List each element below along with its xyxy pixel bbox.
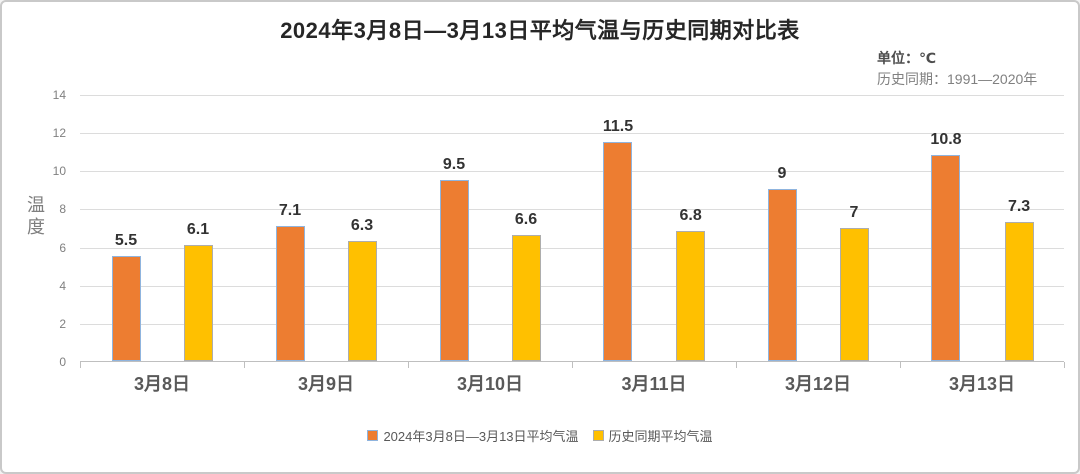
bar-current-temp <box>275 225 305 361</box>
plot-area: 5.5 6.1 7.1 6.3 9.5 6.6 11.5 6.8 9 7 10.8 7.3 <box>80 95 1064 362</box>
y-tick-label: 2 <box>59 316 66 331</box>
y-axis-title: 温度 <box>25 195 45 239</box>
bar-historical-temp <box>839 227 869 361</box>
bar-cell: 6.1 <box>183 220 213 361</box>
x-category-label: 3月13日 <box>948 374 1016 394</box>
x-tickmark <box>572 362 573 368</box>
bar-group: 9.5 6.6 <box>408 95 572 361</box>
y-tick-label: 6 <box>59 240 66 255</box>
bar-current-temp <box>111 256 141 361</box>
y-tick-label: 0 <box>59 355 66 369</box>
x-axis-tickmarks <box>80 362 1065 368</box>
legend: 2024年3月8日—3月13日平均气温 历史同期平均气温 <box>2 426 1078 445</box>
bar-group: 7.1 6.3 <box>244 95 408 361</box>
x-category-label: 3月9日 <box>297 374 355 394</box>
chart-title: 2024年3月8日—3月13日平均气温与历史同期对比表 <box>280 18 800 43</box>
gridline <box>80 285 1064 287</box>
y-tick-label: 10 <box>52 164 66 179</box>
x-tickmark <box>736 362 737 368</box>
bar-value-label: 5.5 <box>114 232 138 250</box>
bar-historical-temp <box>183 244 213 361</box>
x-category-label: 3月8日 <box>133 374 191 394</box>
bar-cell: 6.6 <box>511 211 541 361</box>
bar-cell: 9 <box>767 165 797 361</box>
y-tick-label: 4 <box>59 278 66 293</box>
bar-value-label: 7 <box>849 203 859 221</box>
legend-swatch-icon <box>592 430 604 441</box>
gridline <box>80 247 1064 249</box>
bar-cell: 6.8 <box>676 207 706 361</box>
bar-cell: 7 <box>839 203 869 361</box>
bar-historical-temp <box>347 240 377 361</box>
bar-value-label: 6.8 <box>679 207 702 225</box>
gridline <box>80 209 1064 211</box>
x-tickmark <box>1064 362 1065 368</box>
bar-value-label: 9 <box>777 165 787 183</box>
bar-historical-temp <box>676 231 706 361</box>
x-tickmark <box>244 362 245 368</box>
legend-item-current-temp: 2024年3月8日—3月13日平均气温 <box>367 426 579 445</box>
bar-current-temp <box>767 189 797 361</box>
bar-group: 5.5 6.1 <box>80 95 244 361</box>
bar-historical-temp <box>511 235 541 361</box>
bar-value-label: 9.5 <box>442 155 466 173</box>
gridline <box>80 95 1064 96</box>
y-tick-label: 12 <box>52 126 66 141</box>
bar-cell: 9.5 <box>439 155 469 361</box>
bar-value-label: 7.3 <box>1007 197 1031 215</box>
x-axis-labels: 3月8日 3月9日 3月10日 3月11日 3月12日 3月13日 <box>80 370 1064 396</box>
bar-value-label: 11.5 <box>602 117 634 135</box>
bar-current-temp <box>931 155 961 361</box>
bar-value-label: 7.1 <box>278 201 302 219</box>
x-tickmark <box>408 362 409 368</box>
bar-cell: 5.5 <box>111 232 141 361</box>
bar-cell: 11.5 <box>603 118 633 361</box>
bar-groups: 5.5 6.1 7.1 6.3 9.5 6.6 11.5 6.8 9 7 10.8 7.3 <box>80 95 1064 361</box>
x-tickmark <box>80 362 81 368</box>
unit-block: 单位：℃ 历史同期：1991—2020年 <box>877 48 1037 90</box>
y-tick-label: 8 <box>59 202 66 217</box>
bar-cell: 7.1 <box>275 201 305 361</box>
gridline <box>80 323 1064 325</box>
bar-value-label: 6.3 <box>350 216 374 234</box>
bar-group: 11.5 6.8 <box>572 95 736 361</box>
bar-cell: 6.3 <box>347 216 377 361</box>
bar-historical-temp <box>1004 221 1034 361</box>
x-category-label: 3月10日 <box>456 374 524 394</box>
bar-value-label: 6.1 <box>186 220 210 238</box>
bar-cell: 10.8 <box>930 131 962 361</box>
period-label: 历史同期：1991—2020年 <box>877 71 1038 87</box>
y-tick-label: 14 <box>52 88 66 102</box>
gridline <box>80 171 1064 173</box>
bar-current-temp <box>603 141 633 361</box>
legend-item-historical-temp: 历史同期平均气温 <box>592 426 713 445</box>
y-axis-ticks: 0 2 4 6 8 10 12 14 <box>2 88 72 369</box>
x-tickmark <box>900 362 901 368</box>
bar-value-label: 6.6 <box>514 211 538 229</box>
x-category-label: 3月12日 <box>784 374 852 394</box>
gridline <box>80 133 1064 135</box>
bar-group: 10.8 7.3 <box>900 95 1064 361</box>
bar-cell: 7.3 <box>1004 197 1034 361</box>
legend-swatch-icon <box>367 430 379 441</box>
bar-value-label: 10.8 <box>930 131 962 149</box>
bar-current-temp <box>439 179 469 361</box>
legend-label: 2024年3月8日—3月13日平均气温 <box>383 429 579 444</box>
legend-label: 历史同期平均气温 <box>608 429 713 444</box>
x-category-label: 3月11日 <box>621 374 687 394</box>
unit-label: 单位：℃ <box>877 50 936 66</box>
